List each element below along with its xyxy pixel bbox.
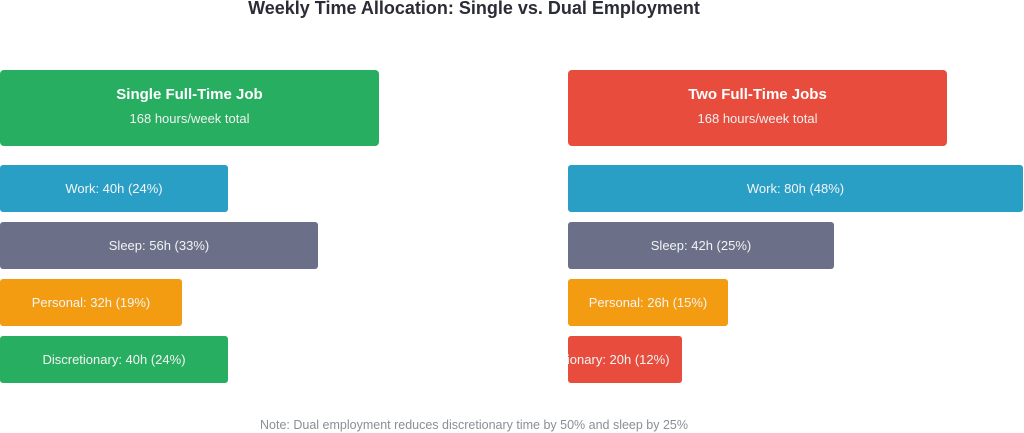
bar-discretionary: Discretionary: 20h (12%) — [568, 336, 682, 383]
bar-label: Sleep: 56h (33%) — [108, 238, 210, 253]
bar-label: Discretionary: 20h (12%) — [568, 352, 670, 367]
bar-label: Work: 80h (48%) — [746, 181, 845, 196]
panel-title: Two Full-Time Jobs — [688, 86, 827, 103]
bar-label: Work: 40h (24%) — [65, 181, 163, 196]
bar-sleep: Sleep: 56h (33%) — [0, 222, 318, 269]
panel-subtitle: 168 hours/week total — [129, 111, 250, 126]
bar-work: Work: 80h (48%) — [568, 165, 1023, 212]
bar-discretionary: Discretionary: 40h (24%) — [0, 336, 228, 383]
panel-title: Single Full-Time Job — [116, 86, 263, 103]
footnote: Note: Dual employment reduces discretion… — [260, 418, 688, 432]
bar-personal: Personal: 32h (19%) — [0, 279, 182, 326]
chart-title: Weekly Time Allocation: Single vs. Dual … — [248, 0, 700, 18]
panel-dual-jobs: Two Full-Time Jobs 168 hours/week total … — [568, 0, 1024, 433]
bar-personal: Personal: 26h (15%) — [568, 279, 728, 326]
bar-label: Personal: 26h (15%) — [588, 295, 708, 310]
bar-sleep: Sleep: 42h (25%) — [568, 222, 834, 269]
bar-label: Personal: 32h (19%) — [31, 295, 151, 310]
bar-label: Discretionary: 40h (24%) — [42, 352, 186, 367]
bar-label: Sleep: 42h (25%) — [650, 238, 752, 253]
panel-header-dual: Two Full-Time Jobs 168 hours/week total — [568, 70, 947, 146]
panel-header-single: Single Full-Time Job 168 hours/week tota… — [0, 70, 379, 146]
bar-work: Work: 40h (24%) — [0, 165, 228, 212]
panel-single-job: Single Full-Time Job 168 hours/week tota… — [0, 0, 400, 433]
panel-subtitle: 168 hours/week total — [697, 111, 818, 126]
